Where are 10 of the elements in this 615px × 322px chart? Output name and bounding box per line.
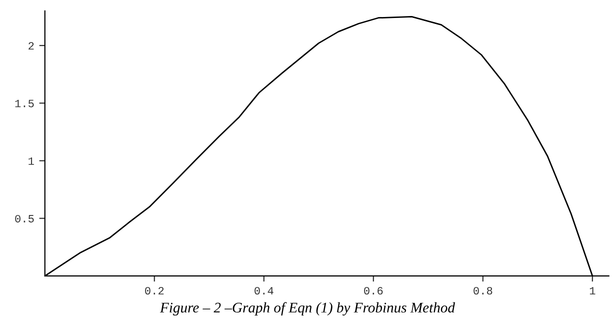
x-tick-label: 0.2 (145, 286, 164, 295)
x-tick-label: 0.4 (254, 286, 274, 295)
text: Figure – 2 –Graph of Eqn (1) by Frobinus Method (160, 302, 456, 316)
y-tick-label: 1 (28, 157, 34, 165)
x-tick-label: 0.6 (364, 286, 383, 295)
y-tick-label: 1.5 (15, 100, 34, 108)
x-tick-label: 0.8 (474, 286, 492, 295)
x-tick-label: 1 (590, 287, 596, 294)
y-tick-label: 0.5 (15, 214, 34, 222)
y-tick-label: 2 (28, 42, 34, 50)
